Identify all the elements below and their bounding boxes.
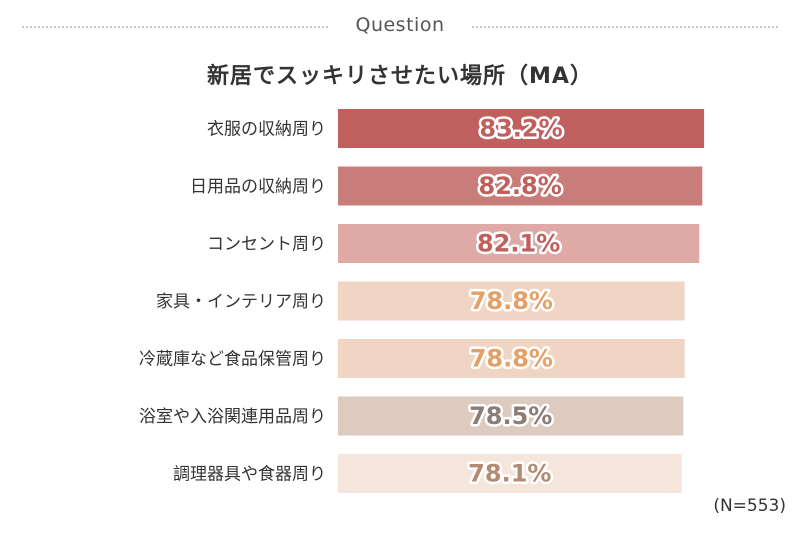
- bar: [338, 166, 703, 206]
- header-rule-right: [472, 26, 778, 28]
- header-rule-left: [22, 26, 328, 28]
- category-label: コンセント周り: [207, 235, 326, 255]
- data-label: 83.2%: [479, 115, 562, 143]
- category-label: 調理器具や食器周り: [173, 465, 326, 485]
- data-label: 82.8%: [479, 172, 562, 200]
- bar: [338, 109, 705, 148]
- category-label: 日用品の収納周り: [190, 177, 326, 197]
- bar: [338, 281, 685, 321]
- data-label: 78.8%: [470, 345, 553, 373]
- bar: [338, 224, 700, 263]
- data-label: 82.1%: [477, 230, 560, 258]
- data-label: 78.1%: [468, 460, 551, 488]
- sample-size-note: (N=553): [713, 496, 786, 516]
- chart-title: 新居でスッキリさせたい場所（MA）: [207, 64, 593, 89]
- question-label: Question: [355, 14, 445, 36]
- category-label: 衣服の収納周り: [207, 120, 326, 140]
- bar: [338, 396, 684, 436]
- data-label: 78.5%: [469, 402, 552, 430]
- category-label: 浴室や入浴関連用品周り: [139, 407, 326, 427]
- category-label: 家具・インテリア周り: [156, 292, 326, 312]
- category-label: 冷蔵庫など食品保管周り: [139, 350, 326, 370]
- bar: [338, 339, 685, 378]
- data-label: 78.8%: [470, 287, 553, 315]
- bar: [338, 454, 682, 493]
